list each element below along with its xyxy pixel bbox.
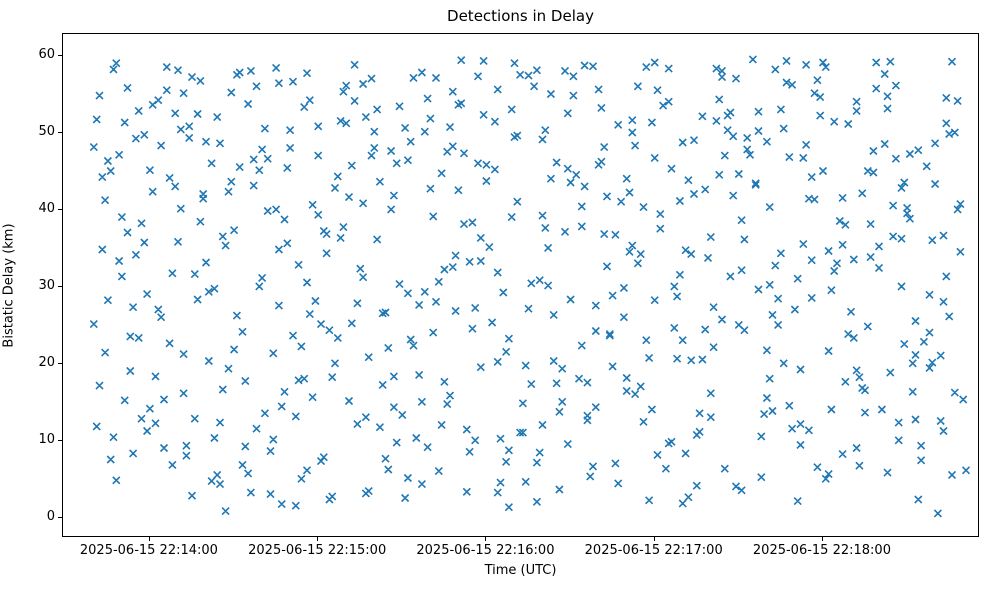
- y-tick-label: 60: [38, 47, 55, 63]
- x-tick-mark: [653, 537, 655, 541]
- x-tick-label: 2025-06-15 22:16:00: [416, 543, 555, 558]
- x-tick-mark: [148, 537, 150, 541]
- y-tick-label: 50: [38, 124, 55, 140]
- y-tick-mark: [58, 516, 62, 518]
- x-tick-mark: [317, 537, 319, 541]
- y-tick-label: 0: [46, 508, 55, 524]
- y-tick-mark: [58, 55, 62, 57]
- y-tick-mark: [58, 363, 62, 365]
- y-tick-label: 40: [38, 201, 55, 217]
- y-tick-mark: [58, 286, 62, 288]
- x-tick-mark: [485, 537, 487, 541]
- y-tick-mark: [58, 440, 62, 442]
- x-tick-label: 2025-06-15 22:15:00: [248, 543, 387, 558]
- x-tick-mark: [821, 537, 823, 541]
- y-tick-label: 10: [38, 432, 55, 448]
- y-tick-mark: [58, 132, 62, 134]
- scatter-points: [89, 55, 971, 518]
- x-tick-label: 2025-06-15 22:17:00: [584, 543, 723, 558]
- x-tick-label: 2025-06-15 22:18:00: [752, 543, 891, 558]
- x-tick-label: 2025-06-15 22:14:00: [79, 543, 218, 558]
- x-axis-label: Time (UTC): [484, 563, 557, 578]
- plot-area: [62, 33, 979, 537]
- y-tick-mark: [58, 209, 62, 211]
- chart-title: Detections in Delay: [447, 7, 594, 25]
- y-tick-label: 20: [38, 355, 55, 371]
- scatter-plot-canvas: [89, 55, 971, 518]
- y-tick-label: 30: [38, 278, 55, 294]
